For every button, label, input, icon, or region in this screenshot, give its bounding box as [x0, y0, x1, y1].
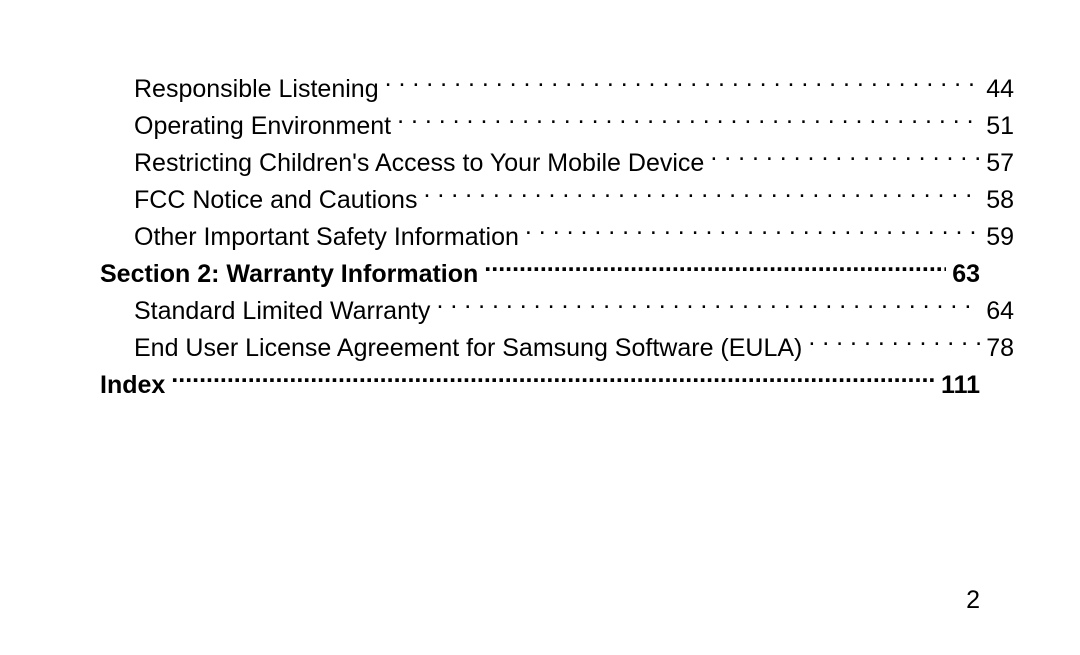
toc-sub-row: Standard Limited Warranty. . . . . . . .… [100, 282, 1014, 319]
toc-leader-dots: . . . . . . . . . . . . . . . . . . . . … [423, 171, 980, 208]
toc-entry-page: 111 [941, 367, 980, 404]
toc-leader-dots: . . . . . . . . . . . . . . . . . . . . … [808, 319, 980, 356]
toc-leader-dots: . . . . . . . . . . . . . . . . . . . . … [525, 208, 980, 245]
page-container: Responsible Listening. . . . . . . . . .… [0, 0, 1080, 655]
table-of-contents: Responsible Listening. . . . . . . . . .… [100, 60, 980, 393]
toc-leader-dots: . . . . . . . . . . . . . . . . . . . . … [710, 134, 980, 171]
toc-sub-row: Operating Environment. . . . . . . . . .… [100, 97, 1014, 134]
toc-sub-row: Responsible Listening. . . . . . . . . .… [100, 60, 1014, 97]
toc-sub-row: Restricting Children's Access to Your Mo… [100, 134, 1014, 171]
footer-page-number: 2 [966, 586, 980, 615]
toc-leader-dots: . . . . . . . . . . . . . . . . . . . . … [436, 282, 980, 319]
toc-section-row: Section 2: Warranty Information.........… [100, 245, 980, 282]
toc-sub-row: End User License Agreement for Samsung S… [100, 319, 1014, 356]
toc-sub-row: FCC Notice and Cautions. . . . . . . . .… [100, 171, 1014, 208]
toc-leader-dots: ........................................… [171, 356, 935, 393]
toc-leader-dots: . . . . . . . . . . . . . . . . . . . . … [385, 60, 981, 97]
toc-leader-dots: . . . . . . . . . . . . . . . . . . . . … [397, 97, 980, 134]
toc-entry-page: 78 [986, 330, 1014, 367]
toc-entry-label: Index [100, 367, 165, 404]
toc-section-row: Index...................................… [100, 356, 980, 393]
toc-entry-page: 59 [986, 219, 1014, 256]
toc-leader-dots: ........................................… [484, 245, 946, 282]
toc-sub-row: Other Important Safety Information. . . … [100, 208, 1014, 245]
